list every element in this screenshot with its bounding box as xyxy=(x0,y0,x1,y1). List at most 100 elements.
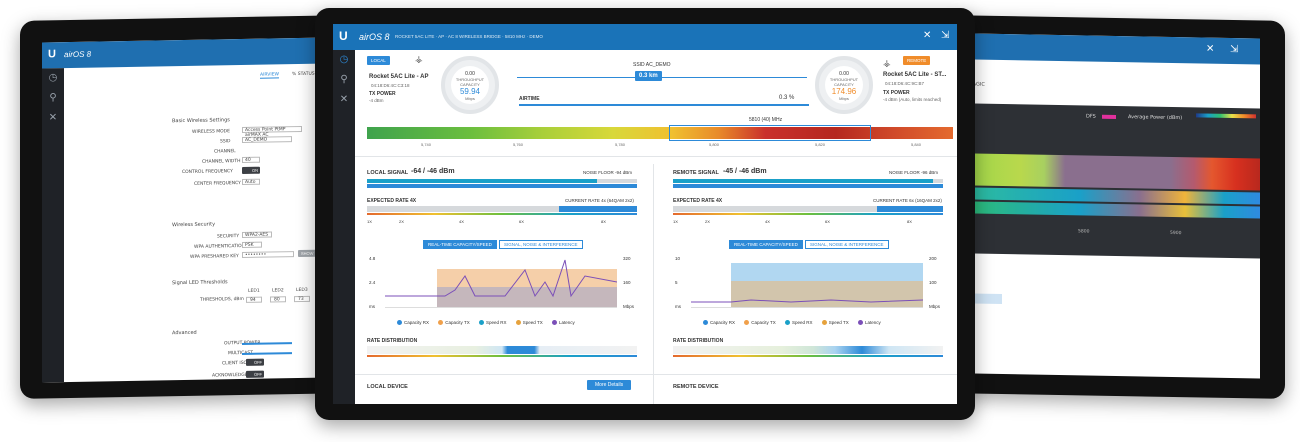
settings-icon[interactable]: ✕ xyxy=(339,94,349,105)
frequency-label: 5810 (40) MHz xyxy=(749,117,783,123)
search-tools-icon[interactable]: ⚲ xyxy=(340,74,348,85)
remote-chart xyxy=(691,256,923,308)
rate-tick: 4X xyxy=(459,219,464,224)
row-label: SSID xyxy=(220,139,231,145)
freq-tick: 5,800 xyxy=(709,142,720,147)
wireless-mode-field[interactable]: Access Point PtMP airMAX AC xyxy=(242,125,302,138)
ssid-field[interactable]: AC_DEMO xyxy=(242,136,292,144)
rate-distribution-bar xyxy=(673,346,943,354)
frequency-selection[interactable] xyxy=(669,125,871,141)
legend-item[interactable]: Capacity RX xyxy=(397,320,429,326)
antenna-icon: ⚶ xyxy=(883,58,891,68)
throughput-label: THROUGHPUT xyxy=(829,77,859,82)
left-topbar: U airOS 8 xyxy=(42,37,342,69)
tab-signal-noise[interactable]: SIGNAL, NOISE & INTERFERENCE xyxy=(805,240,889,249)
y2-tick: Mbps xyxy=(623,304,635,309)
channel-width-field[interactable]: 40 xyxy=(242,156,260,164)
y-tick: 2.4 xyxy=(369,280,376,285)
remote-device-heading: REMOTE DEVICE xyxy=(673,384,719,390)
logout-icon[interactable]: ⇲ xyxy=(941,30,950,41)
y2-tick: 100 xyxy=(929,280,937,285)
tools-icon[interactable]: ⚲ xyxy=(49,92,57,104)
remote-signal-value: -45 / -46 dBm xyxy=(723,168,767,175)
security-field[interactable]: WPA2-AES xyxy=(242,231,272,239)
y-tick: ms xyxy=(675,304,681,309)
current-rate-label: CURRENT RATE 4x (64QAM 2x2) xyxy=(565,198,634,203)
show-key-button[interactable]: SHOW xyxy=(298,249,317,258)
rate-tick: 6X xyxy=(519,219,524,224)
local-badge: LOCAL xyxy=(367,56,390,65)
spectrum-panel: DFS Average Power (dBm) 5800 5900 xyxy=(960,103,1260,259)
y2-tick: 160 xyxy=(623,280,631,285)
more-details-button[interactable]: More Details xyxy=(587,380,632,390)
app-title: airOS 8 xyxy=(359,32,390,42)
section-led-thresholds: Signal LED Thresholds xyxy=(172,279,228,287)
dfs-swatch xyxy=(1102,114,1116,119)
logout-icon[interactable]: ⇲ xyxy=(1230,43,1239,56)
section-basic-wireless: Basic Wireless Settings xyxy=(172,117,230,125)
tab-status[interactable]: % STATUS xyxy=(292,71,315,78)
waterfall-row-1 xyxy=(960,153,1260,191)
airtime-bar xyxy=(519,104,809,106)
legend-item[interactable]: Latency xyxy=(857,320,881,326)
center-topbar: U airOS 8 ROCKET 5AC LITE · AP · AC 8 WI… xyxy=(333,24,957,50)
airtime-label: AIRTIME xyxy=(519,96,540,102)
ack-toggle[interactable]: OFF xyxy=(246,370,264,378)
led-header: LED3 xyxy=(296,287,308,294)
wpa-key-field[interactable]: •••••••• xyxy=(242,251,294,259)
tab-capacity-speed[interactable]: REAL-TIME CAPACITY/SPEED xyxy=(423,240,497,249)
right-faded-button[interactable] xyxy=(972,293,1002,304)
led1-field[interactable]: 94 xyxy=(246,296,262,303)
right-tablet: ✕ ⇲ AIRMAGIC DFS Average Power (dBm) 580… xyxy=(950,15,1285,399)
throughput-value: 0.00 xyxy=(465,71,475,77)
led3-field[interactable]: 73 xyxy=(294,295,310,303)
output-power-slider[interactable] xyxy=(242,342,292,346)
local-device-heading: LOCAL DEVICE xyxy=(367,384,408,390)
divider xyxy=(355,374,957,375)
client-isolation-toggle[interactable]: OFF xyxy=(246,358,264,366)
rate-tick: 2X xyxy=(399,219,404,224)
logo-icon[interactable]: U xyxy=(339,29,348,43)
led2-field[interactable]: 80 xyxy=(270,296,286,303)
left-sidebar: ◷ ⚲ ✕ xyxy=(42,68,64,383)
local-signal-bar xyxy=(367,179,597,183)
legend-item[interactable]: Speed RX xyxy=(478,320,507,326)
y2-tick: 320 xyxy=(623,256,631,261)
y-tick: 10 xyxy=(675,256,681,261)
tab-signal-noise[interactable]: SIGNAL, NOISE & INTERFERENCE xyxy=(499,240,583,249)
legend-item[interactable]: Capacity RX xyxy=(703,320,735,326)
tab-airview[interactable]: AIRVIEW xyxy=(260,72,279,79)
remote-device-name: Rocket 5AC Lite - ST... xyxy=(883,72,947,78)
legend-item[interactable]: Speed RX xyxy=(784,320,813,326)
tools-icon[interactable]: ✕ xyxy=(1206,43,1215,55)
ssid-label: SSID AC_DEMO xyxy=(633,62,671,68)
row-label: CHANNEL WIDTH xyxy=(202,159,241,165)
control-frequency-toggle[interactable]: ON xyxy=(242,166,260,175)
y2-tick: 200 xyxy=(929,256,937,261)
logo-icon[interactable]: U xyxy=(48,48,56,61)
frequency-bar[interactable] xyxy=(367,127,953,139)
legend-item[interactable]: Speed TX xyxy=(515,320,543,326)
multicast-slider[interactable] xyxy=(242,352,292,356)
tools-icon[interactable]: ✕ xyxy=(923,30,932,41)
local-signal-label: LOCAL SIGNAL xyxy=(367,170,409,176)
wpa-auth-field[interactable]: PSK xyxy=(242,241,262,249)
legend-item[interactable]: Capacity TX xyxy=(438,320,470,326)
axis-tick: 5900 xyxy=(1170,230,1182,237)
dashboard-icon[interactable]: ◷ xyxy=(48,72,58,84)
local-tx-power-label: TX POWER xyxy=(369,91,396,97)
rate-color-strip xyxy=(673,213,943,215)
tab-capacity-speed[interactable]: REAL-TIME CAPACITY/SPEED xyxy=(729,240,803,249)
legend-item[interactable]: Capacity TX xyxy=(744,320,776,326)
wrench-icon[interactable]: ✕ xyxy=(48,112,58,124)
remote-badge[interactable]: REMOTE xyxy=(903,56,931,65)
row-label: SECURITY xyxy=(217,234,240,240)
local-signal-value: -64 / -46 dBm xyxy=(411,168,455,175)
dashboard-icon[interactable]: ◷ xyxy=(339,54,349,65)
legend-item[interactable]: Latency xyxy=(551,320,575,326)
remote-signal-bar xyxy=(673,179,933,183)
local-device-name: Rocket 5AC Lite - AP xyxy=(369,74,429,80)
led-header: LED2 xyxy=(272,288,284,294)
legend-item[interactable]: Speed TX xyxy=(821,320,849,326)
center-frequency-field[interactable]: Auto xyxy=(242,178,260,186)
